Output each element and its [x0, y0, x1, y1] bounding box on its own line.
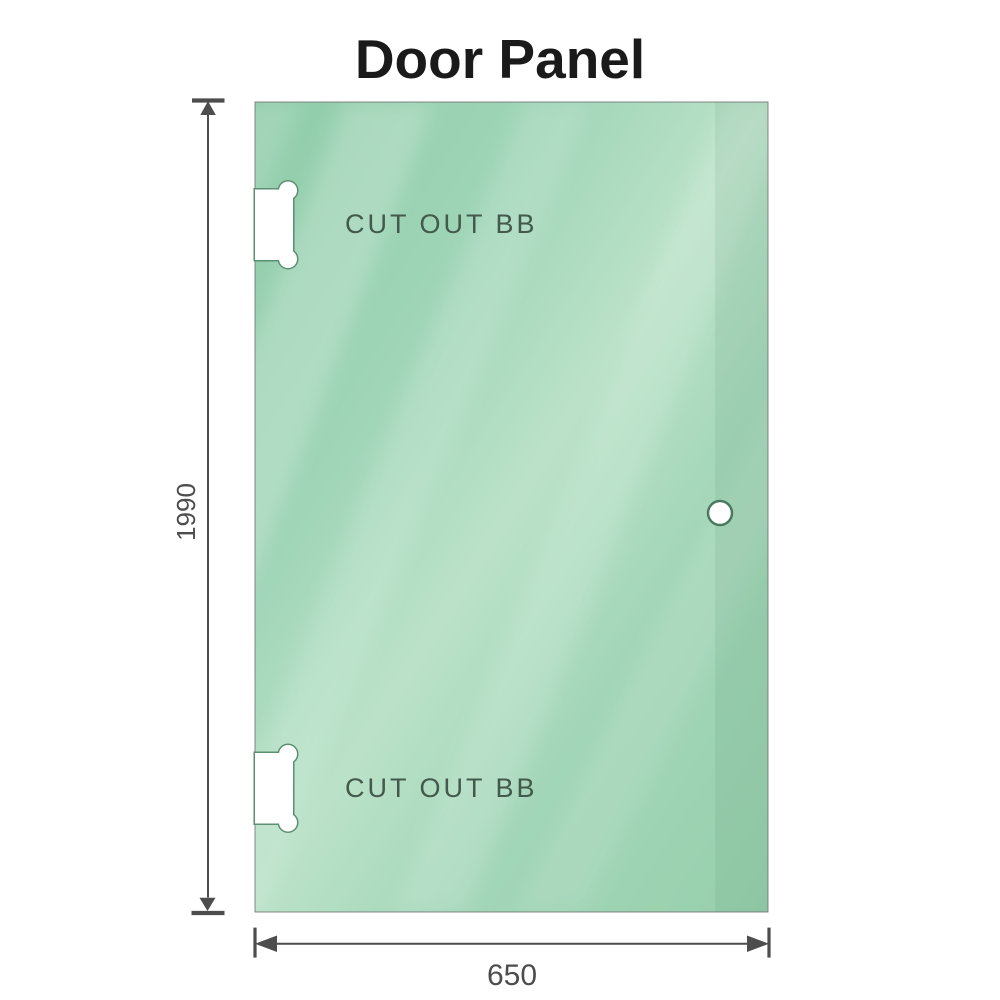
- svg-text:CUT OUT BB: CUT OUT BB: [345, 209, 538, 239]
- svg-text:1990: 1990: [171, 483, 201, 541]
- svg-text:CUT OUT BB: CUT OUT BB: [345, 773, 538, 803]
- svg-text:650: 650: [487, 959, 537, 992]
